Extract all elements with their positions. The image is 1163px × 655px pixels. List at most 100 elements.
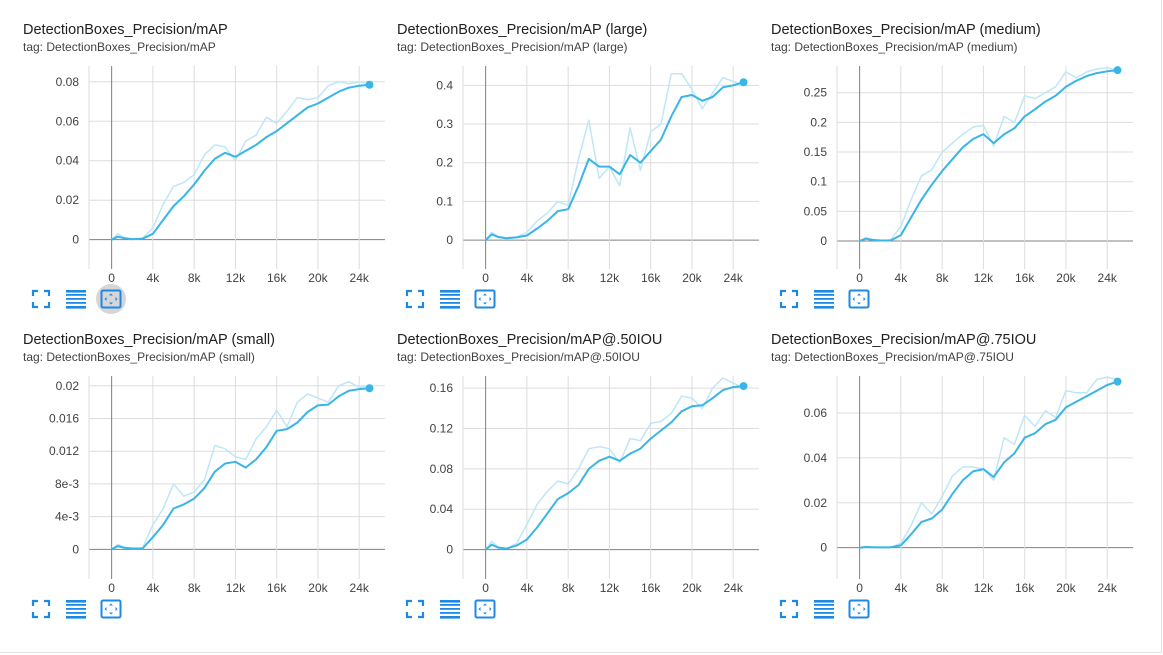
x-tick-label: 4k (521, 581, 535, 595)
x-tick-label: 8k (936, 581, 950, 595)
chart-toolbar (771, 594, 891, 624)
y-tick-label: 0.016 (49, 412, 79, 426)
expand-chart-button[interactable] (26, 284, 56, 314)
fit-domain-button[interactable] (96, 594, 126, 624)
x-tick-label: 0 (108, 581, 115, 595)
y-tick-label: 0 (72, 542, 79, 556)
last-point-marker[interactable] (739, 78, 748, 87)
y-tick-label: 0.12 (430, 421, 454, 435)
last-point-marker[interactable] (1113, 377, 1122, 386)
toggle-log-scale-icon (66, 600, 86, 619)
fit-domain-button[interactable] (96, 284, 126, 314)
y-tick-label: 0.08 (430, 462, 454, 476)
expand-chart-icon (779, 289, 799, 309)
chart-toolbar (397, 284, 517, 314)
chart-card: DetectionBoxes_Precision/mAP tag: Detecti… (23, 22, 393, 322)
x-tick-label: 24k (724, 271, 744, 285)
x-tick-label: 24k (1098, 581, 1118, 595)
x-tick-label: 20k (1056, 581, 1076, 595)
expand-chart-icon (405, 289, 425, 309)
x-tick-label: 8k (188, 581, 202, 595)
toggle-log-scale-button[interactable] (809, 594, 839, 624)
raw-series-line (859, 376, 1118, 549)
expand-chart-button[interactable] (400, 284, 430, 314)
toggle-log-scale-button[interactable] (435, 594, 465, 624)
y-tick-label: 0.2 (810, 115, 827, 129)
x-tick-label: 12k (600, 581, 620, 595)
x-tick-label: 20k (682, 581, 702, 595)
chart-tag: tag: DetectionBoxes_Precision/mAP (23, 40, 216, 54)
x-tick-label: 4k (147, 271, 161, 285)
toggle-log-scale-button[interactable] (809, 284, 839, 314)
x-tick-label: 0 (482, 581, 489, 595)
chart-card: DetectionBoxes_Precision/mAP (small) tag:… (23, 332, 393, 632)
expand-chart-button[interactable] (400, 594, 430, 624)
x-tick-label: 0 (856, 581, 863, 595)
x-tick-label: 12k (600, 271, 620, 285)
expand-chart-button[interactable] (26, 594, 56, 624)
y-tick-label: 0 (820, 234, 827, 248)
x-tick-label: 4k (521, 271, 535, 285)
y-tick-label: 0.02 (56, 193, 80, 207)
toggle-log-scale-button[interactable] (61, 594, 91, 624)
expand-chart-button[interactable] (774, 284, 804, 314)
chart-toolbar (23, 284, 143, 314)
toggle-log-scale-button[interactable] (61, 284, 91, 314)
toggle-log-scale-button[interactable] (435, 284, 465, 314)
x-tick-label: 8k (562, 581, 576, 595)
y-tick-label: 0 (820, 541, 827, 555)
last-point-marker[interactable] (365, 384, 374, 393)
fit-domain-button[interactable] (844, 594, 874, 624)
x-tick-label: 24k (1098, 271, 1118, 285)
chart-title: DetectionBoxes_Precision/mAP@.50IOU (397, 332, 663, 348)
x-tick-label: 24k (350, 271, 370, 285)
y-tick-label: 0.2 (436, 156, 453, 170)
y-tick-label: 0.3 (436, 117, 453, 131)
y-tick-label: 0.05 (804, 204, 828, 218)
x-tick-label: 16k (267, 581, 287, 595)
raw-series-line (111, 380, 370, 550)
chart-plot[interactable]: 0 0.04 0.08 0.12 0.16 0 4k 8k 12k 16k 20k 24k (397, 332, 767, 595)
chart-toolbar (23, 594, 143, 624)
x-tick-label: 20k (308, 271, 328, 285)
y-tick-label: 0.04 (804, 451, 828, 465)
y-tick-label: 0.04 (56, 154, 80, 168)
y-tick-label: 0.1 (810, 175, 827, 189)
chart-plot[interactable]: 0 0.02 0.04 0.06 0 4k 8k 12k 16k 20k 24k (771, 332, 1141, 595)
chart-toolbar (397, 594, 517, 624)
x-tick-label: 20k (682, 271, 702, 285)
x-tick-label: 24k (724, 581, 744, 595)
expand-chart-button[interactable] (774, 594, 804, 624)
chart-card: DetectionBoxes_Precision/mAP (large) tag:… (397, 22, 767, 322)
chart-plot[interactable]: 0 0.1 0.2 0.3 0.4 0 4k 8k 12k 16k 20k 24k (397, 22, 767, 285)
x-tick-label: 8k (562, 271, 576, 285)
y-tick-label: 0.08 (56, 75, 80, 89)
fit-domain-button[interactable] (470, 284, 500, 314)
last-point-marker[interactable] (365, 80, 374, 89)
x-tick-label: 0 (856, 271, 863, 285)
smoothed-series-line (859, 380, 1118, 549)
chart-title: DetectionBoxes_Precision/mAP (medium) (771, 22, 1041, 38)
toggle-log-scale-icon (814, 600, 834, 619)
fit-domain-button[interactable] (844, 284, 874, 314)
chart-tag: tag: DetectionBoxes_Precision/mAP (large… (397, 40, 628, 54)
chart-plot[interactable]: 0 4e-3 8e-3 0.012 0.016 0.02 0 4k 8k 12k 16k 20k 24k (23, 332, 393, 595)
y-tick-label: 0.15 (804, 145, 828, 159)
raw-series-line (111, 81, 370, 241)
chart-card: DetectionBoxes_Precision/mAP (medium) tag… (771, 22, 1141, 322)
last-point-marker[interactable] (739, 382, 748, 391)
y-tick-label: 0 (446, 233, 453, 247)
y-tick-label: 0 (446, 543, 453, 557)
chart-plot[interactable]: 0 0.02 0.04 0.06 0.08 0 4k 8k 12k 16k 20k 24k (23, 22, 393, 285)
toggle-log-scale-icon (814, 290, 834, 309)
fit-domain-button[interactable] (470, 594, 500, 624)
smoothed-series-line (111, 83, 370, 241)
fit-domain-icon (848, 599, 870, 619)
expand-chart-icon (779, 599, 799, 619)
last-point-marker[interactable] (1113, 66, 1122, 75)
x-tick-label: 24k (350, 581, 370, 595)
chart-plot[interactable]: 0 0.05 0.1 0.15 0.2 0.25 0 4k 8k 12k 16k 20k 24k (771, 22, 1141, 285)
y-tick-label: 0.06 (804, 406, 828, 420)
smoothed-series-line (859, 69, 1118, 243)
